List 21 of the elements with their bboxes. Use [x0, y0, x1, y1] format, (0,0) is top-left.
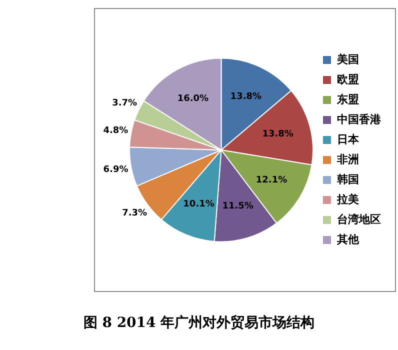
data-label: 6.9%	[103, 165, 128, 176]
data-label: 16.0%	[177, 94, 209, 104]
data-label: 10.1%	[183, 200, 214, 210]
data-label: 12.1%	[256, 176, 288, 186]
legend-label: 台湾地区	[337, 212, 381, 226]
data-label: 4.8%	[103, 126, 128, 136]
legend-label: 韩国	[336, 172, 359, 186]
legend-label: 中国香港	[337, 112, 382, 126]
data-label: 11.5%	[222, 202, 254, 212]
legend-label: 其他	[336, 232, 360, 246]
legend-label: 拉美	[336, 192, 359, 206]
data-label: 13.8%	[230, 92, 262, 102]
data-label: 3.7%	[112, 98, 138, 109]
legend-label: 日本	[337, 132, 360, 146]
legend-label: 非洲	[336, 152, 359, 166]
legend-label: 美国	[336, 52, 359, 66]
legend-label: 欧盟	[337, 72, 359, 86]
data-label: 13.8%	[262, 130, 294, 140]
legend-label: 东盟	[336, 92, 359, 106]
text: 图 8 2014 年广州对外贸易市场结构	[82, 314, 316, 332]
data-label: 7.3%	[122, 208, 148, 219]
